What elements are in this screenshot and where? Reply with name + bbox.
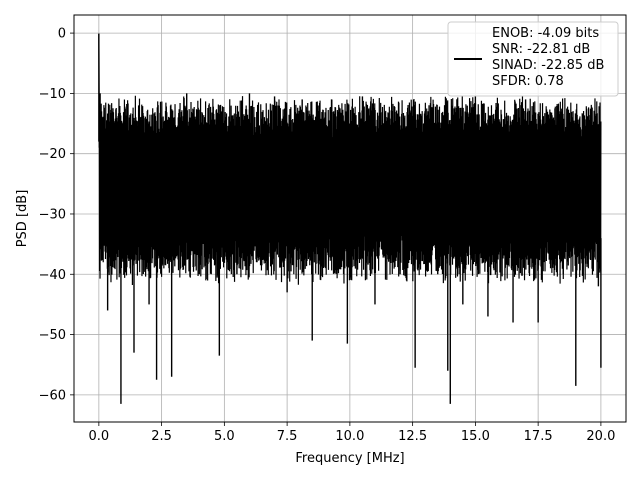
y-tick-label: 0: [58, 27, 66, 42]
y-axis-label: PSD [dB]: [15, 190, 30, 248]
legend-entry: ENOB: -4.09 bits: [492, 26, 599, 41]
x-axis-ticks: 0.0 2.5 5.0 7.5 10.0 12.5 15.0 17.5 20.0: [89, 422, 615, 444]
y-tick-label: −40: [39, 268, 66, 283]
x-axis-label: Frequency [MHz]: [295, 451, 404, 466]
legend-box: [447, 21, 619, 97]
y-tick-label: −10: [39, 87, 66, 102]
series-layer: [98, 33, 602, 404]
y-tick-label: −30: [39, 207, 66, 222]
x-tick-label: 12.5: [398, 429, 427, 444]
psd-series-line: [98, 33, 602, 286]
legend: ENOB: -4.09 bits SNR: -22.81 dB SINAD: -…: [447, 21, 619, 97]
y-tick-label: −60: [39, 388, 66, 403]
legend-entry: SFDR: 0.78: [492, 74, 564, 89]
x-tick-label: 10.0: [335, 429, 364, 444]
x-tick-label: 5.0: [214, 429, 235, 444]
legend-entry: SNR: -22.81 dB: [492, 42, 590, 57]
x-tick-label: 20.0: [586, 429, 615, 444]
legend-entry: SINAD: -22.85 dB: [492, 58, 604, 73]
x-tick-label: 7.5: [277, 429, 298, 444]
y-tick-label: −20: [39, 147, 66, 162]
y-tick-label: −50: [39, 328, 66, 343]
x-tick-label: 17.5: [524, 429, 553, 444]
x-tick-label: 0.0: [89, 429, 110, 444]
y-axis-ticks: 0 −10 −20 −30 −40 −50 −60: [39, 27, 74, 403]
x-tick-label: 15.0: [461, 429, 490, 444]
x-tick-label: 2.5: [151, 429, 172, 444]
